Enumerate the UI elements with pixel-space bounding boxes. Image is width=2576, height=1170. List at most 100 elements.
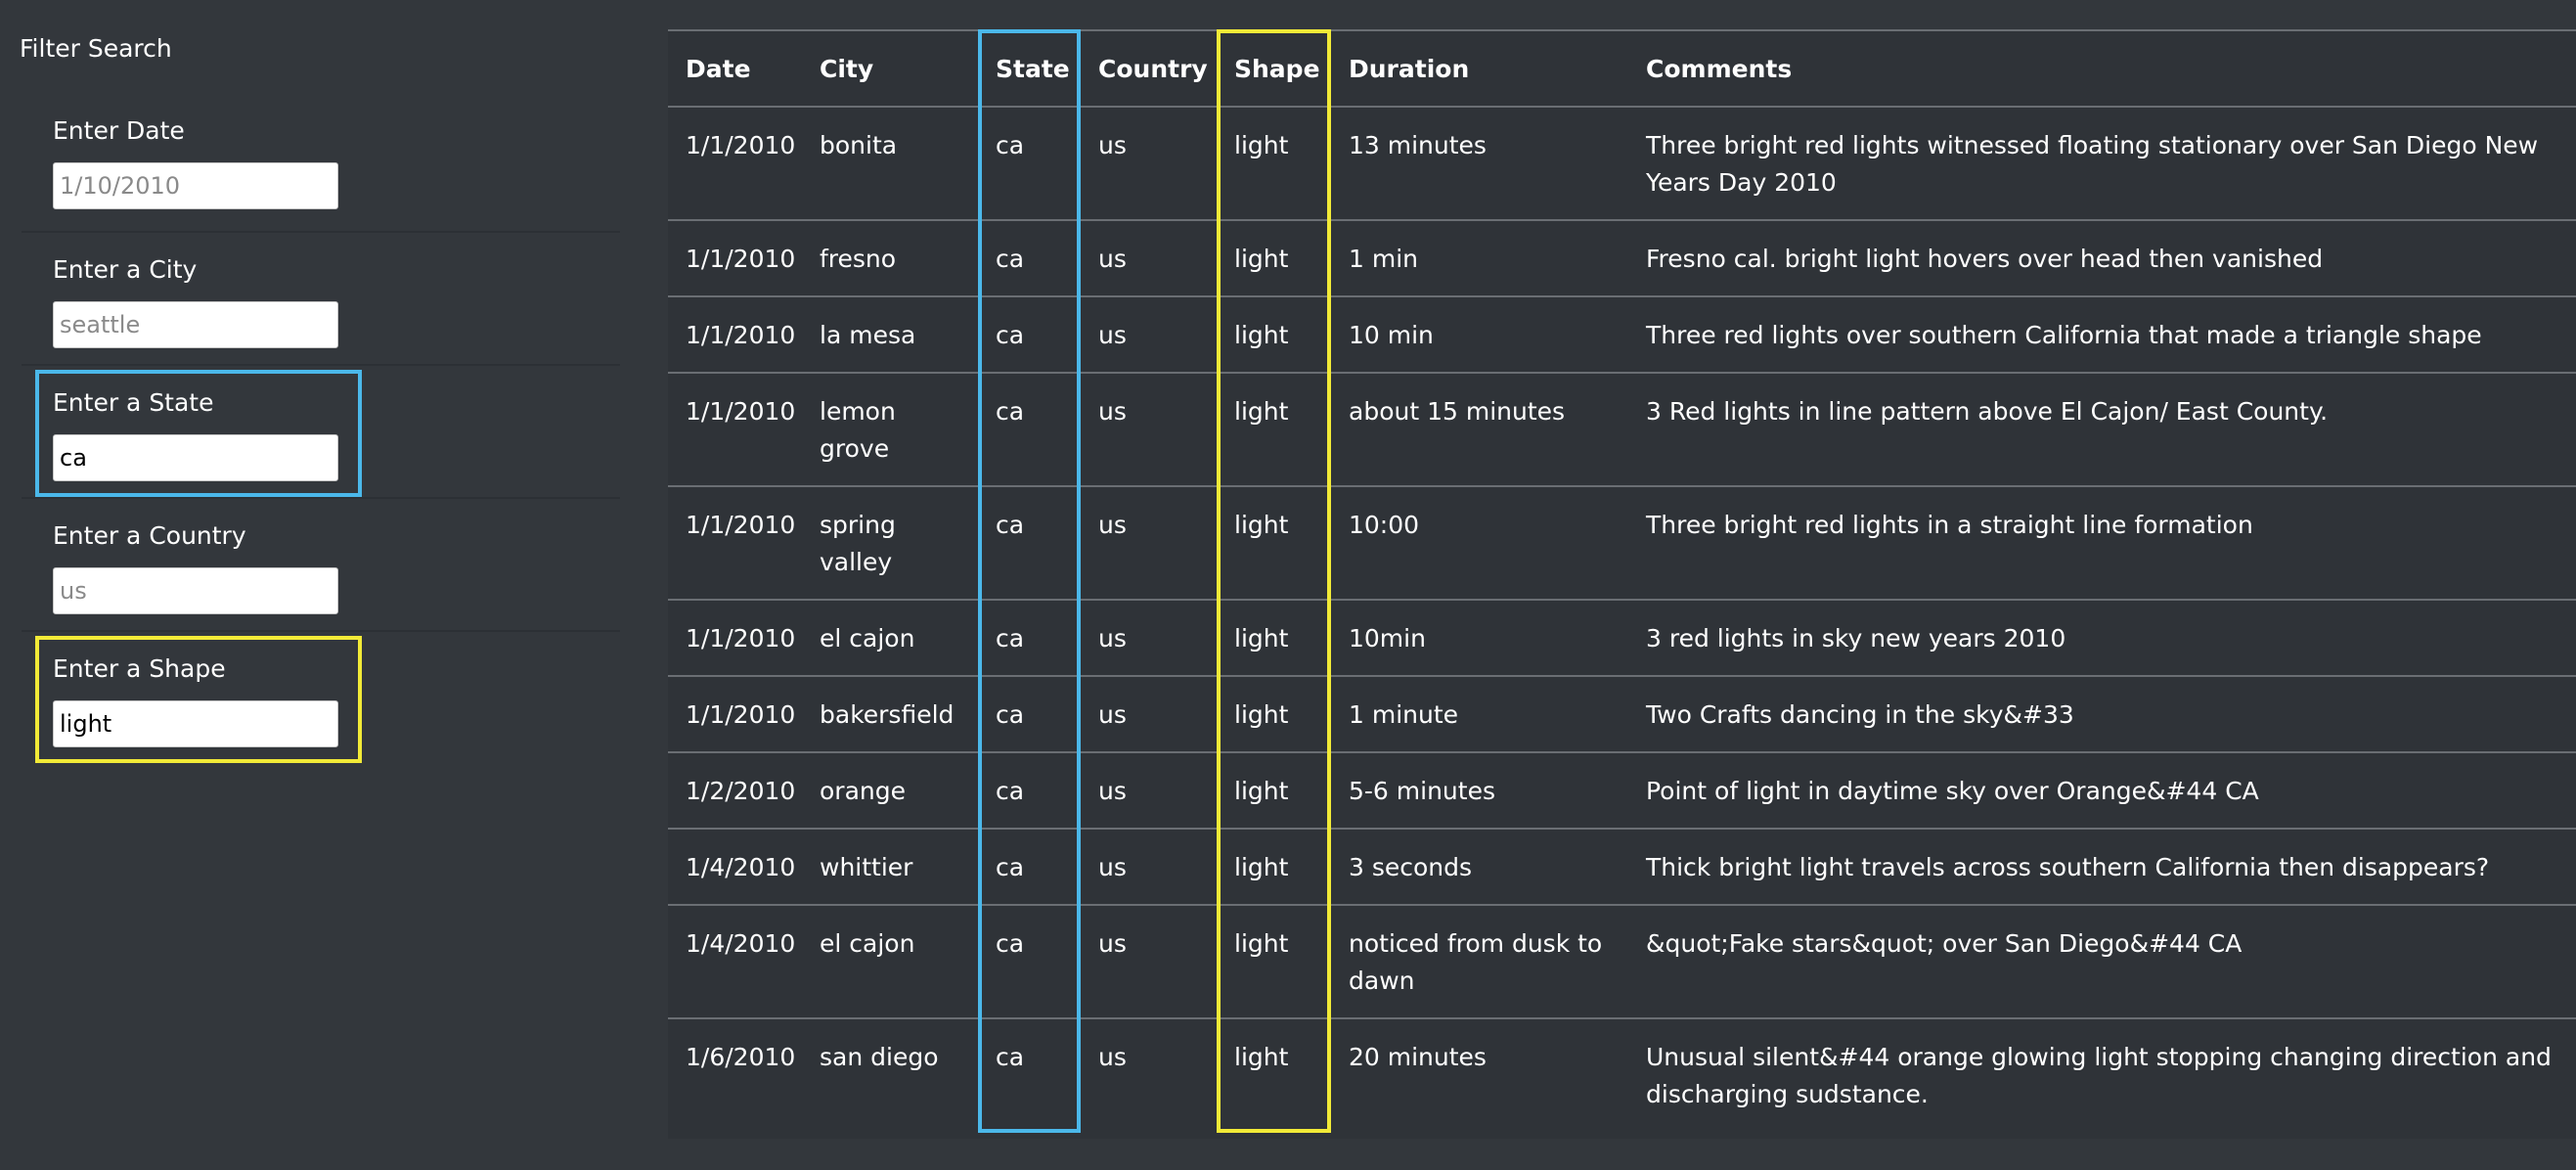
state-filter-label: Enter a State bbox=[53, 388, 214, 417]
cell-country: us bbox=[1081, 905, 1217, 1019]
cell-city: el cajon bbox=[802, 600, 978, 677]
filter-item-state: Enter a State bbox=[22, 364, 620, 497]
cell-city: lemon grove bbox=[802, 373, 978, 487]
table-row: 1/1/2010 la mesa ca us light 10 min Three red … bbox=[668, 296, 2576, 374]
header-duration: Duration bbox=[1331, 29, 1628, 108]
table-header: Date City State Country Shape Duration C… bbox=[668, 29, 2576, 108]
cell-country: us bbox=[1081, 600, 1217, 677]
table-row: 1/1/2010 spring valley ca us light 10:00 Three… bbox=[668, 486, 2576, 601]
cell-state: ca bbox=[978, 676, 1081, 753]
cell-duration: about 15 minutes bbox=[1331, 373, 1628, 487]
shape-filter-input[interactable] bbox=[53, 700, 338, 747]
cell-state: ca bbox=[978, 829, 1081, 906]
cell-country: us bbox=[1081, 486, 1217, 601]
cell-state: ca bbox=[978, 752, 1081, 830]
cell-date: 1/6/2010 bbox=[686, 1043, 796, 1071]
cell-state: ca bbox=[978, 486, 1081, 601]
cell-country: us bbox=[1081, 752, 1217, 830]
state-filter-input[interactable] bbox=[53, 434, 338, 481]
cell-state: ca bbox=[978, 600, 1081, 677]
cell-country: us bbox=[1081, 296, 1217, 374]
table-row: 1/1/2010 lemon grove ca us light about 15 min… bbox=[668, 373, 2576, 487]
table-row: 1/1/2010 bonita ca us light 13 minutes Three b… bbox=[668, 107, 2576, 221]
table-row: 1/6/2010 san diego ca us light 20 minutes Unus… bbox=[668, 1018, 2576, 1131]
cell-duration: 10 min bbox=[1331, 296, 1628, 374]
cell-comments: &quot;Fake stars&quot; over San Diego&#4… bbox=[1628, 905, 2576, 1019]
filter-item-country: Enter a Country bbox=[22, 497, 620, 630]
cell-duration: 1 minute bbox=[1331, 676, 1628, 753]
cell-date: 1/1/2010 bbox=[668, 676, 802, 753]
cell-comments: Point of light in daytime sky over Orang… bbox=[1628, 752, 2576, 830]
city-filter-label: Enter a City bbox=[53, 255, 198, 284]
cell-country: us bbox=[1098, 1043, 1127, 1071]
cell-country: us bbox=[1081, 829, 1217, 906]
header-date: Date bbox=[668, 29, 802, 108]
cell-date: 1/1/2010 bbox=[668, 296, 802, 374]
cell-date: 1/1/2010 bbox=[668, 373, 802, 487]
filter-search-title: Filter Search bbox=[20, 34, 172, 63]
cell-duration: 1 min bbox=[1331, 220, 1628, 297]
table-row: 1/1/2010 el cajon ca us light 10min 3 red ligh… bbox=[668, 600, 2576, 677]
cell-country: us bbox=[1081, 676, 1217, 753]
cell-city: fresno bbox=[802, 220, 978, 297]
cell-duration: 13 minutes bbox=[1331, 107, 1628, 221]
filter-item-shape: Enter a Shape bbox=[22, 630, 620, 763]
cell-city: san diego bbox=[820, 1043, 939, 1071]
cell-date: 1/1/2010 bbox=[668, 220, 802, 297]
shape-filter-label: Enter a Shape bbox=[53, 654, 226, 683]
results-table-panel: Date City State Country Shape Duration C… bbox=[668, 29, 2576, 1139]
cell-duration: noticed from dusk to dawn bbox=[1331, 905, 1628, 1019]
cell-city: orange bbox=[802, 752, 978, 830]
cell-state: ca bbox=[978, 373, 1081, 487]
cell-shape: light bbox=[1217, 220, 1331, 297]
cell-comments: Unusual silent&#44 orange glowing light … bbox=[1646, 1043, 2552, 1108]
cell-shape: light bbox=[1217, 829, 1331, 906]
cell-shape: light bbox=[1217, 486, 1331, 601]
cell-comments: Fresno cal. bright light hovers over hea… bbox=[1628, 220, 2576, 297]
date-filter-input[interactable] bbox=[53, 162, 338, 209]
cell-duration: 5-6 minutes bbox=[1331, 752, 1628, 830]
cell-shape: light bbox=[1217, 296, 1331, 374]
filter-item-city: Enter a City bbox=[22, 231, 620, 364]
header-city: City bbox=[802, 29, 978, 108]
cell-comments: Three bright red lights in a straight li… bbox=[1628, 486, 2576, 601]
cell-state: ca bbox=[978, 296, 1081, 374]
cell-city: whittier bbox=[802, 829, 978, 906]
cell-shape: light bbox=[1217, 676, 1331, 753]
table-body: 1/1/2010 bonita ca us light 13 minutes Three b… bbox=[668, 107, 2576, 1131]
header-row: Date City State Country Shape Duration C… bbox=[668, 29, 2576, 108]
cell-duration: 20 minutes bbox=[1349, 1043, 1487, 1071]
cell-city: spring valley bbox=[802, 486, 978, 601]
cell-date: 1/1/2010 bbox=[668, 107, 802, 221]
cell-comments: Thick bright light travels across southe… bbox=[1628, 829, 2576, 906]
cell-shape: light bbox=[1217, 107, 1331, 221]
header-shape: Shape bbox=[1217, 29, 1331, 108]
city-filter-input[interactable] bbox=[53, 301, 338, 348]
cell-date: 1/1/2010 bbox=[668, 486, 802, 601]
cell-shape: light bbox=[1234, 1043, 1289, 1071]
date-filter-label: Enter Date bbox=[53, 116, 185, 145]
country-filter-input[interactable] bbox=[53, 567, 338, 614]
cell-duration: 10min bbox=[1331, 600, 1628, 677]
cell-country: us bbox=[1081, 220, 1217, 297]
cell-comments: 3 red lights in sky new years 2010 bbox=[1628, 600, 2576, 677]
filter-item-date: Enter Date bbox=[22, 94, 620, 225]
table-row: 1/1/2010 fresno ca us light 1 min Fresno cal. … bbox=[668, 220, 2576, 297]
table-row: 1/4/2010 whittier ca us light 3 seconds Thick … bbox=[668, 829, 2576, 906]
cell-state: ca bbox=[978, 905, 1081, 1019]
country-filter-label: Enter a Country bbox=[53, 521, 246, 550]
cell-shape: light bbox=[1217, 373, 1331, 487]
cell-shape: light bbox=[1217, 752, 1331, 830]
cell-date: 1/1/2010 bbox=[668, 600, 802, 677]
cell-comments: Three bright red lights witnessed floati… bbox=[1628, 107, 2576, 221]
cell-shape: light bbox=[1217, 600, 1331, 677]
table-row: 1/1/2010 bakersfield ca us light 1 minute Two … bbox=[668, 676, 2576, 753]
ufo-sightings-table: Date City State Country Shape Duration C… bbox=[668, 29, 2576, 1131]
cell-comments: Two Crafts dancing in the sky&#33 bbox=[1628, 676, 2576, 753]
header-comments: Comments bbox=[1628, 29, 2576, 108]
cell-date: 1/4/2010 bbox=[668, 905, 802, 1019]
header-country: Country bbox=[1081, 29, 1217, 108]
cell-country: us bbox=[1081, 373, 1217, 487]
cell-date: 1/2/2010 bbox=[668, 752, 802, 830]
